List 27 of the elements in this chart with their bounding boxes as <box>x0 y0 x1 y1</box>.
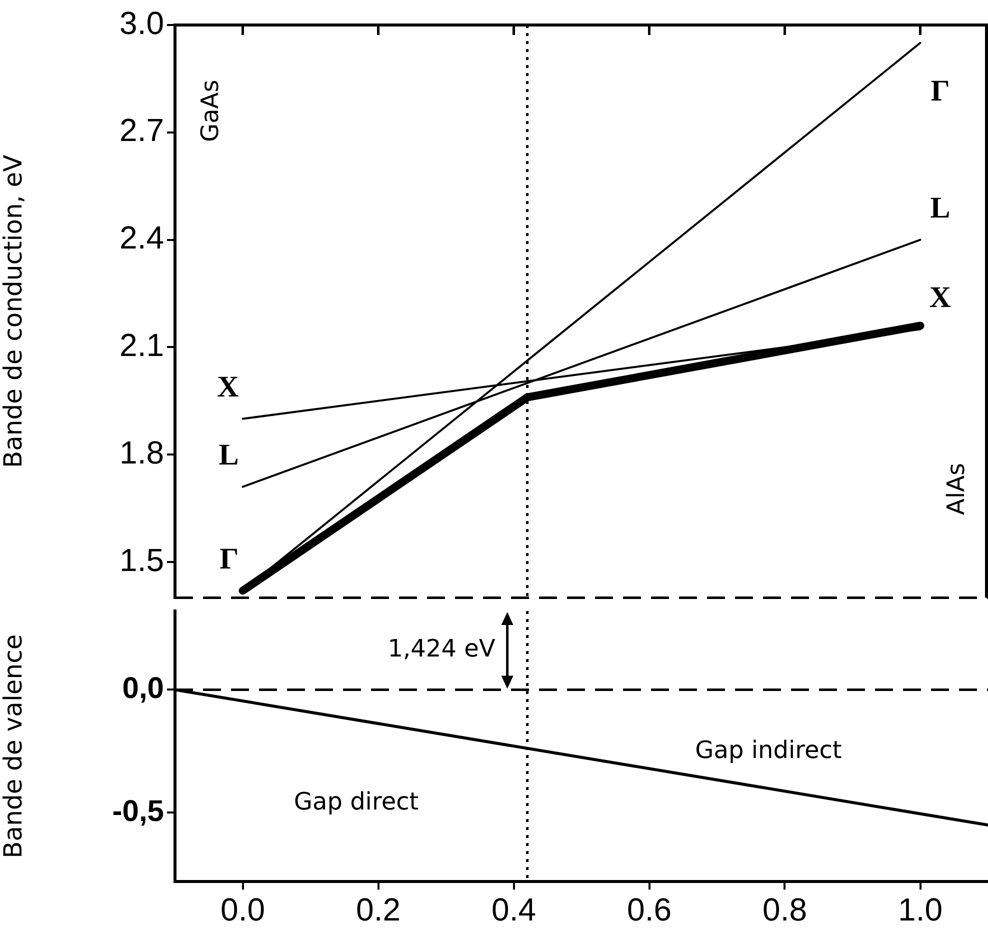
annotation: Gap indirect <box>695 736 842 764</box>
x-tick-label: 0.0 <box>220 892 265 928</box>
x-tick-label: 0.4 <box>492 892 536 928</box>
y-tick-label: 1.5 <box>120 542 164 578</box>
y-tick-label: 1.8 <box>120 434 164 470</box>
y-tick-label: 2.7 <box>120 112 164 148</box>
y-axis-title: Bande de conduction, eV <box>0 154 28 468</box>
annotation: AlAs <box>942 462 970 515</box>
text: L <box>930 192 950 225</box>
annotation: Gap direct <box>294 787 419 816</box>
x-tick-label: 0.2 <box>356 892 400 928</box>
y-axis-title: Bande de valence <box>0 634 28 858</box>
y-tick-label: 2.1 <box>120 327 164 364</box>
y-tick-label: 2.4 <box>120 220 164 256</box>
annotation: 1,424 eV <box>388 634 496 663</box>
text: Γ <box>930 74 950 108</box>
y-tick-label: 0,0 <box>122 672 164 705</box>
series-label: Γ <box>220 542 239 576</box>
annotation: GaAs <box>196 80 224 142</box>
y-tick-label: -0,5 <box>112 794 164 828</box>
y-tick-label: 3.0 <box>120 4 164 41</box>
x-tick-label: 0.8 <box>762 892 807 928</box>
x-tick-label: 1.0 <box>898 892 942 928</box>
series-label: X <box>217 370 240 404</box>
text: X <box>929 281 952 314</box>
series-label: L <box>218 438 239 472</box>
x-tick-label: 0.6 <box>627 892 672 928</box>
